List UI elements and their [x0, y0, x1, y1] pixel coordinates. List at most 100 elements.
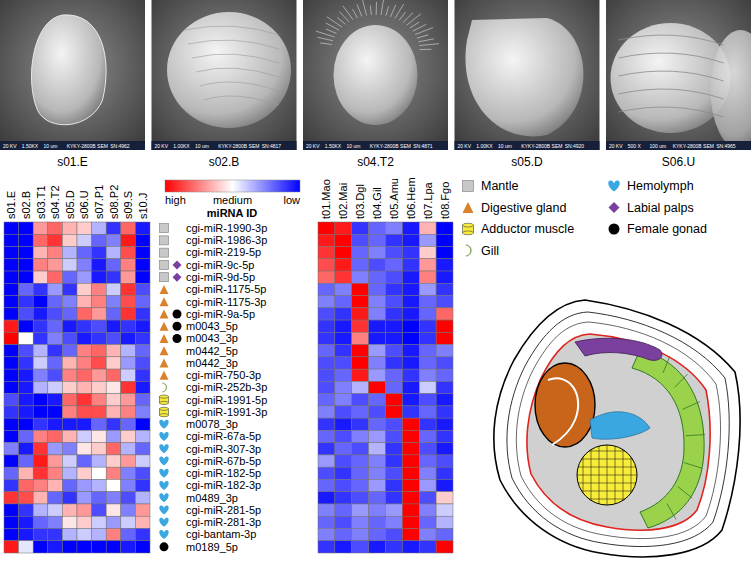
heatmap-cell: [77, 541, 92, 553]
heatmap-cell: [19, 308, 34, 320]
image-caption: KYKY-2800B SEM: [67, 143, 108, 149]
image-caption: 20 KV: [154, 143, 168, 149]
heatmap-cell: [106, 247, 121, 259]
heatmap-cell: [402, 332, 419, 344]
heatmap-cell: [419, 528, 436, 540]
heatmap-cell: [92, 247, 107, 259]
specimen: [167, 12, 291, 128]
column-label: s08.P2: [108, 185, 120, 219]
heatmap-cell: [419, 479, 436, 491]
tissue-icon: [159, 469, 168, 478]
heatmap-cell: [318, 332, 335, 344]
row-label: m0489_3p: [186, 492, 238, 504]
tissue-icon: [173, 322, 182, 331]
tissue-icon: [609, 224, 620, 235]
heatmap-cell: [92, 320, 107, 332]
heatmap-cell: [121, 394, 136, 406]
heatmap-cell: [419, 357, 436, 369]
heatmap-cell: [135, 283, 150, 295]
heatmap-cell: [352, 357, 369, 369]
column-label: s06.U: [78, 190, 90, 219]
heatmap-cell: [19, 418, 34, 430]
heatmap-cell: [33, 467, 48, 479]
heatmap-cell: [106, 332, 121, 344]
heatmap-cell: [4, 394, 19, 406]
legend-label: Mantle: [481, 179, 519, 193]
heart: [590, 412, 650, 440]
heatmap-cell: [62, 320, 77, 332]
heatmap-cell: [33, 406, 48, 418]
heatmap-cell: [352, 296, 369, 308]
heatmap-cell: [402, 492, 419, 504]
tissue-icon: [173, 309, 182, 318]
heatmap-cell: [386, 345, 403, 357]
heatmap-cell: [352, 320, 369, 332]
heatmap-cell: [92, 308, 107, 320]
heatmap-cell: [92, 492, 107, 504]
heatmap-cell: [419, 345, 436, 357]
heatmap-cell: [106, 443, 121, 455]
heatmap-cell: [48, 381, 63, 393]
heatmap-cell: [4, 234, 19, 246]
heatmap-cell: [106, 320, 121, 332]
heatmap-cell: [106, 283, 121, 295]
cilium: [370, 5, 371, 15]
row-label: cgi-miR-1991-3p: [186, 406, 267, 418]
image-label: S06.U: [662, 155, 695, 169]
heatmap-cell: [48, 234, 63, 246]
muscle-line: [577, 475, 637, 476]
heatmap-cell: [48, 492, 63, 504]
heatmap-cell: [386, 455, 403, 467]
heatmap-cell: [19, 504, 34, 516]
column-label: t04.Gil: [371, 187, 383, 219]
heatmap-cell: [106, 345, 121, 357]
image-background: [0, 0, 145, 150]
heatmap-cell: [318, 381, 335, 393]
heatmap-cell: [386, 394, 403, 406]
heatmap-cell: [48, 479, 63, 491]
row-label: cgi-miR-1990-3p: [186, 222, 267, 234]
legend: MantleDigestive glandAdductor muscleGill…: [463, 179, 707, 258]
row-label: cgi-miR-1986-3p: [186, 234, 267, 246]
specimen: [465, 18, 583, 136]
legend-label: Adductor muscle: [481, 222, 574, 236]
heatmap-cell: [62, 504, 77, 516]
heatmap-cell: [369, 541, 386, 553]
heatmap-cell: [335, 271, 352, 283]
heatmap-cell: [92, 345, 107, 357]
heatmap-cell: [4, 541, 19, 553]
heatmap-cell: [33, 418, 48, 430]
tissue-icon: [160, 236, 169, 245]
heatmap-cell: [335, 418, 352, 430]
heatmap-cell: [48, 247, 63, 259]
heatmap-cell: [335, 369, 352, 381]
texture: [619, 53, 724, 63]
heatmap-cell: [121, 247, 136, 259]
heatmap-cell: [318, 406, 335, 418]
heatmap-cell: [48, 222, 63, 234]
heatmap-cell: [48, 430, 63, 442]
heatmap-cell: [19, 528, 34, 540]
heatmap-cell: [4, 479, 19, 491]
row-label: cgi-miR-219-5p: [186, 246, 261, 258]
cilium: [339, 12, 349, 22]
heatmap-cell: [135, 247, 150, 259]
image-caption: 1.00KX: [476, 143, 493, 149]
texture: [192, 54, 279, 63]
image-caption: 1.50KX: [325, 143, 342, 149]
cilium: [419, 49, 431, 50]
texture: [188, 40, 279, 49]
heatmap-cell: [436, 430, 453, 442]
heatmap-cell: [436, 455, 453, 467]
image-label: s01.E: [57, 155, 88, 169]
image-caption: 100 um: [650, 143, 667, 149]
heatmap-cell: [4, 259, 19, 271]
heatmap-cell: [352, 247, 369, 259]
heatmap-cell: [318, 418, 335, 430]
heatmap-cell: [77, 247, 92, 259]
heatmap-cell: [402, 504, 419, 516]
heatmap-cell: [335, 406, 352, 418]
heatmap-cell: [48, 418, 63, 430]
heatmap-cell: [386, 283, 403, 295]
cilium: [386, 6, 389, 15]
